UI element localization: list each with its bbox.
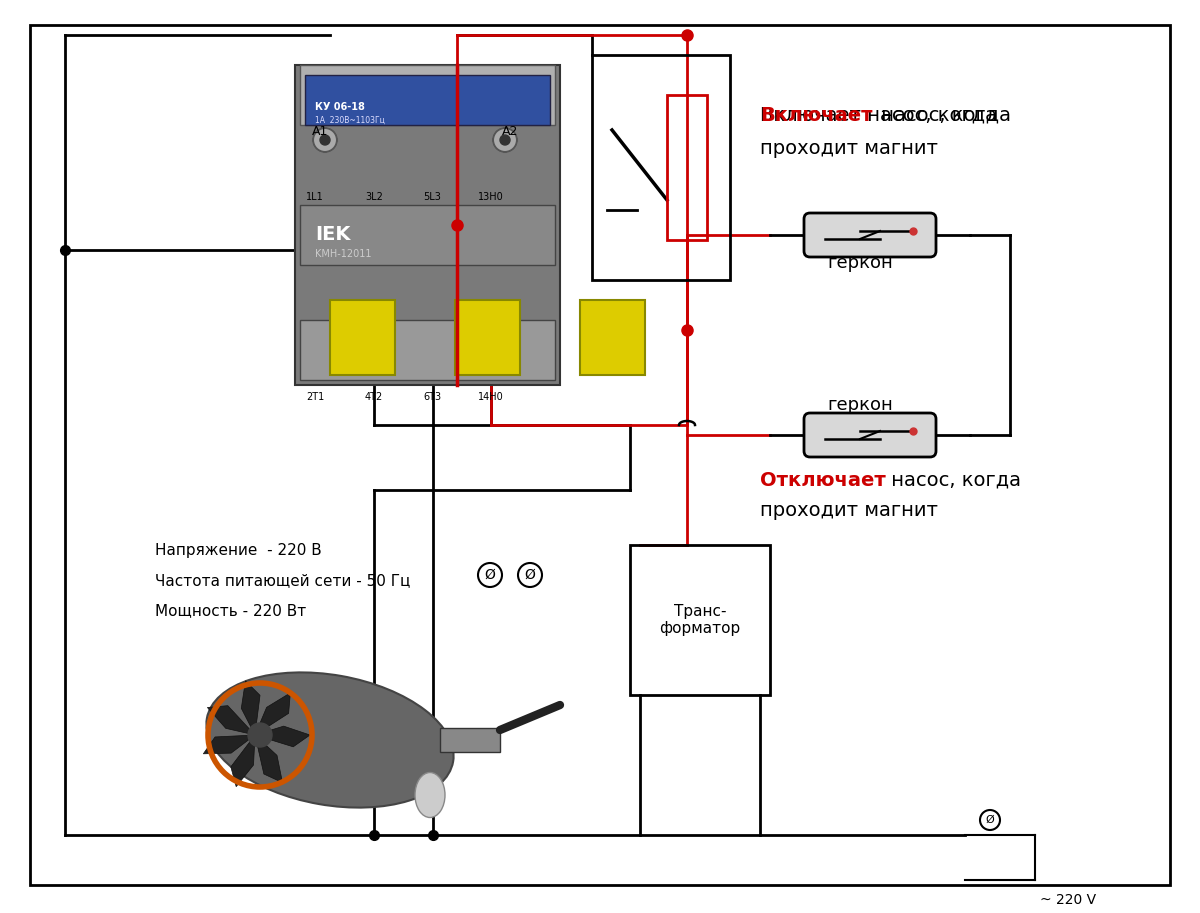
Text: A2: A2 bbox=[502, 125, 518, 138]
Polygon shape bbox=[230, 735, 256, 787]
Ellipse shape bbox=[415, 772, 445, 817]
Text: KMH-12011: KMH-12011 bbox=[314, 249, 372, 259]
Text: 1А  230В~1103Гц: 1А 230В~1103Гц bbox=[314, 116, 385, 125]
Circle shape bbox=[320, 135, 330, 145]
Text: КУ 06-18: КУ 06-18 bbox=[314, 102, 365, 112]
Bar bbox=[300, 205, 554, 265]
Circle shape bbox=[248, 723, 272, 747]
Bar bbox=[455, 300, 520, 375]
Bar bbox=[580, 300, 646, 375]
Text: 14H0: 14H0 bbox=[479, 392, 504, 402]
Text: 5L3: 5L3 bbox=[424, 192, 442, 202]
Bar bbox=[300, 65, 554, 125]
Circle shape bbox=[500, 135, 510, 145]
Bar bbox=[295, 65, 560, 385]
Text: Ø: Ø bbox=[985, 815, 995, 825]
Text: Включает: Включает bbox=[760, 106, 872, 124]
Bar bbox=[300, 320, 554, 380]
Polygon shape bbox=[256, 693, 290, 735]
Text: насос, когда: насос, когда bbox=[886, 470, 1021, 489]
Bar bbox=[305, 75, 550, 125]
Text: 3L2: 3L2 bbox=[365, 192, 383, 202]
Text: проходит магнит: проходит магнит bbox=[760, 139, 938, 158]
Text: Ø: Ø bbox=[524, 568, 535, 582]
Text: насос, когда: насос, когда bbox=[875, 106, 1010, 124]
Bar bbox=[592, 55, 730, 280]
Text: ~ 220 V: ~ 220 V bbox=[1040, 893, 1096, 907]
Text: A1: A1 bbox=[312, 125, 328, 138]
Polygon shape bbox=[256, 726, 310, 747]
Text: Транс-
форматор: Транс- форматор bbox=[659, 603, 740, 636]
Bar bbox=[630, 545, 770, 695]
Text: 6T3: 6T3 bbox=[424, 392, 442, 402]
Text: 2T1: 2T1 bbox=[306, 392, 324, 402]
Polygon shape bbox=[241, 681, 260, 735]
Text: геркон: геркон bbox=[827, 396, 893, 414]
Circle shape bbox=[493, 128, 517, 152]
Text: 4T2: 4T2 bbox=[365, 392, 383, 402]
FancyBboxPatch shape bbox=[804, 213, 936, 257]
Text: 1L1: 1L1 bbox=[306, 192, 324, 202]
Text: 13H0: 13H0 bbox=[479, 192, 504, 202]
Polygon shape bbox=[203, 735, 256, 754]
Text: проходит магнит: проходит магнит bbox=[760, 500, 938, 519]
Circle shape bbox=[313, 128, 337, 152]
FancyBboxPatch shape bbox=[804, 413, 936, 457]
Text: Частота питающей сети - 50 Гц: Частота питающей сети - 50 Гц bbox=[155, 573, 410, 588]
Text: Включает насос, когда: Включает насос, когда bbox=[760, 106, 997, 124]
Text: геркон: геркон bbox=[827, 254, 893, 272]
Polygon shape bbox=[256, 735, 282, 782]
Text: Отключает: Отключает bbox=[760, 470, 886, 489]
Text: Ø: Ø bbox=[485, 568, 496, 582]
Ellipse shape bbox=[206, 672, 454, 808]
Bar bbox=[330, 300, 395, 375]
Polygon shape bbox=[208, 706, 256, 735]
Text: Мощность - 220 Вт: Мощность - 220 Вт bbox=[155, 603, 306, 618]
Bar bbox=[440, 728, 500, 752]
Bar bbox=[667, 95, 707, 240]
Text: IEK: IEK bbox=[314, 225, 350, 244]
Text: Напряжение  - 220 В: Напряжение - 220 В bbox=[155, 543, 322, 558]
